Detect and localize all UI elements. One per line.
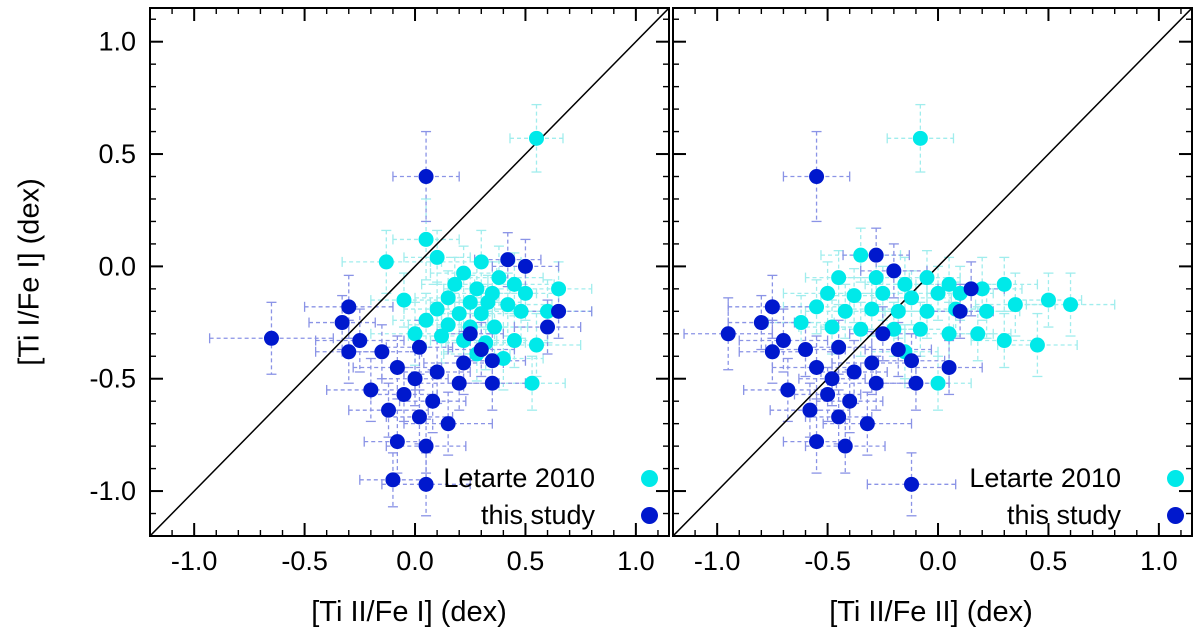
legend-marker-letarte-icon (641, 470, 658, 487)
x-tick-label: 1.0 (1140, 546, 1178, 576)
y-tick-label: -0.5 (89, 364, 136, 394)
y-tick-label: -1.0 (89, 476, 136, 506)
x-tick-label: 1.0 (617, 546, 655, 576)
legend-label-this-study: this study (1006, 500, 1121, 530)
legend-label-this-study: this study (480, 500, 595, 530)
x-tick-label: -1.0 (171, 546, 218, 576)
legend-marker-this-study-icon (641, 507, 658, 524)
legend-entry-this-study: this study (904, 499, 1184, 532)
legend-left: Letarte 2010 this study (378, 462, 658, 532)
y-tick-label: 0.5 (98, 139, 136, 169)
legend-entry-this-study: this study (378, 499, 658, 532)
x-tick-label: 0.5 (507, 546, 545, 576)
x-tick-label: 0.0 (396, 546, 434, 576)
legend-marker-letarte-icon (1167, 470, 1184, 487)
x-tick-label: -0.5 (804, 546, 851, 576)
legend-entry-letarte: Letarte 2010 (904, 462, 1184, 495)
x-tick-label: 0.5 (1030, 546, 1068, 576)
x-tick-label: -0.5 (281, 546, 328, 576)
legend-marker-this-study-icon (1167, 507, 1184, 524)
legend-right: Letarte 2010 this study (904, 462, 1184, 532)
legend-label-letarte: Letarte 2010 (443, 463, 595, 493)
legend-entry-letarte: Letarte 2010 (378, 462, 658, 495)
x-tick-label: 0.0 (919, 546, 957, 576)
y-tick-label: 1.0 (98, 27, 136, 57)
y-axis-title: [Ti I/Fe I] (dex) (13, 178, 46, 366)
x-axis-title-right: [Ti II/Fe II] (dex) (829, 596, 1033, 628)
x-tick-label: -1.0 (694, 546, 741, 576)
legend-label-letarte: Letarte 2010 (969, 463, 1121, 493)
x-axis-title-left: [Ti II/Fe I] (dex) (311, 596, 507, 628)
y-tick-label: 0.0 (98, 251, 136, 281)
